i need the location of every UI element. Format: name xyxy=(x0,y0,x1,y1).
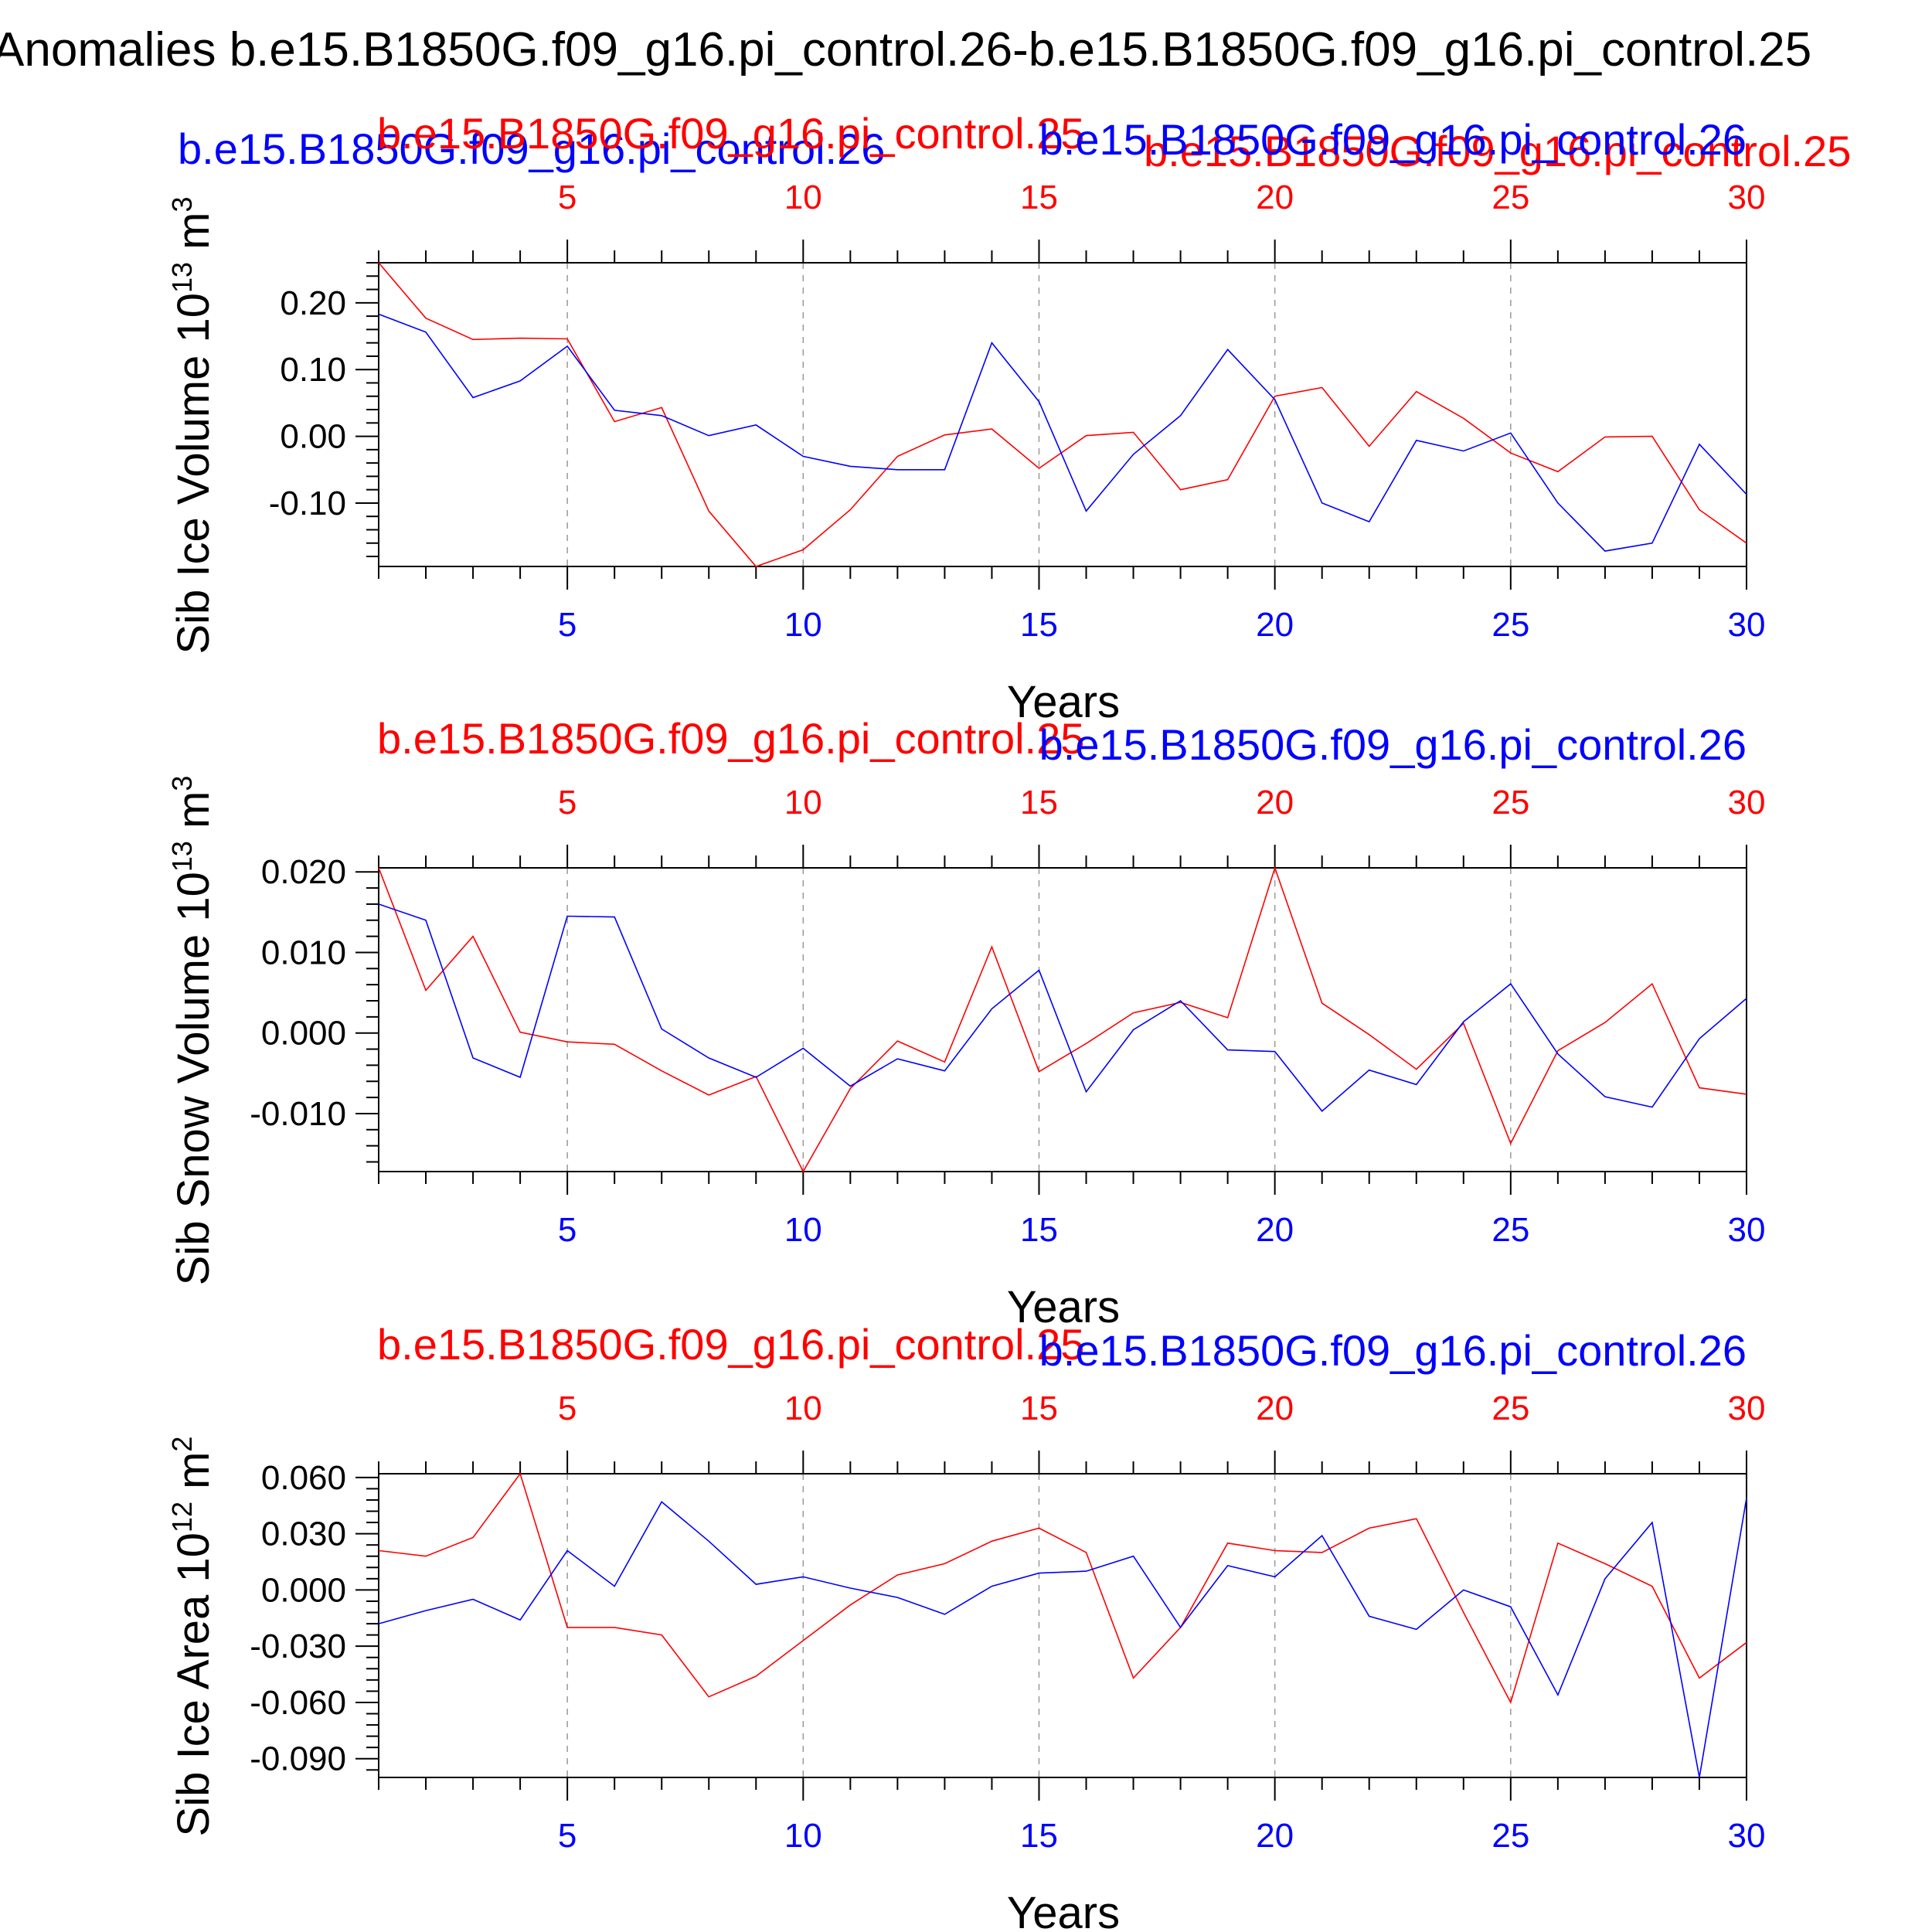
top-left-case-label-ice-volume: b.e15.B1850G.f09_g16.pi_control.25 xyxy=(377,109,1084,158)
xtick-label-bottom-ice-volume-20: 20 xyxy=(1256,606,1294,644)
yaxis-label-part-snow-volume-1: 13 xyxy=(166,841,198,872)
xtick-label-top-ice-area-5: 5 xyxy=(558,1389,577,1427)
yaxis-label-part-ice-volume-0: Sib Ice Volume 10 xyxy=(168,293,219,655)
xtick-label-top-ice-volume-25: 25 xyxy=(1492,179,1529,216)
yaxis-label-ice-volume: Sib Ice Volume 1013 m3 xyxy=(166,196,219,654)
series-line-ice-volume-control-26 xyxy=(378,313,1747,552)
series-line-ice-volume-control-25 xyxy=(378,262,1747,567)
xtick-label-bottom-ice-volume-5: 5 xyxy=(558,606,577,644)
xtick-label-bottom-ice-volume-30: 30 xyxy=(1728,606,1766,644)
xtick-label-top-ice-volume-15: 15 xyxy=(1020,179,1058,216)
xtick-label-top-snow-volume-15: 15 xyxy=(1020,784,1058,821)
xtick-label-bottom-ice-volume-25: 25 xyxy=(1492,606,1529,644)
xtick-label-top-snow-volume-20: 20 xyxy=(1256,784,1294,821)
ytick-label-snow-volume-2: 0.010 xyxy=(261,934,346,971)
xtick-label-top-ice-area-30: 30 xyxy=(1728,1389,1766,1427)
yaxis-label-part-snow-volume-2: m xyxy=(168,791,219,841)
xtick-label-bottom-ice-area-25: 25 xyxy=(1492,1817,1529,1855)
top-right-case-label-snow-volume: b.e15.B1850G.f09_g16.pi_control.26 xyxy=(1039,720,1747,769)
xtick-label-top-ice-area-25: 25 xyxy=(1492,1389,1529,1427)
xtick-label-bottom-ice-volume-10: 10 xyxy=(784,606,822,644)
top-left-case-label-ice-area: b.e15.B1850G.f09_g16.pi_control.25 xyxy=(377,1320,1084,1369)
xaxis-label-snow-volume: Years xyxy=(1007,1282,1120,1332)
yaxis-label-part-ice-volume-3: 3 xyxy=(166,196,198,212)
xtick-label-top-snow-volume-10: 10 xyxy=(784,784,822,821)
plot-frame-snow-volume xyxy=(378,867,1747,1172)
xtick-label-bottom-snow-volume-5: 5 xyxy=(558,1211,577,1249)
series-line-snow-volume-control-26 xyxy=(378,903,1747,1112)
series-line-ice-area-control-25 xyxy=(378,1472,1747,1705)
series-line-ice-area-control-26 xyxy=(378,1498,1747,1778)
xtick-label-top-ice-area-15: 15 xyxy=(1020,1389,1058,1427)
ytick-label-snow-volume-3: 0.020 xyxy=(261,853,346,891)
xtick-label-bottom-ice-area-20: 20 xyxy=(1256,1817,1294,1855)
xtick-label-top-ice-area-10: 10 xyxy=(784,1389,822,1427)
yaxis-label-part-ice-area-2: m xyxy=(168,1452,219,1502)
xtick-label-top-ice-volume-10: 10 xyxy=(784,179,822,216)
xtick-label-top-ice-volume-20: 20 xyxy=(1256,179,1294,216)
yaxis-label-part-snow-volume-0: Sib Snow Volume 10 xyxy=(168,872,219,1285)
xaxis-label-ice-volume: Years xyxy=(1007,677,1120,727)
chart-panels: -0.100.000.100.205510101515202025253030Y… xyxy=(166,109,1765,1932)
xtick-label-top-ice-volume-30: 30 xyxy=(1728,179,1766,216)
xtick-label-bottom-ice-area-5: 5 xyxy=(558,1817,577,1855)
xtick-label-top-ice-volume-5: 5 xyxy=(558,179,577,216)
top-right-case-label-ice-volume: b.e15.B1850G.f09_g16.pi_control.26 xyxy=(1039,115,1747,164)
ytick-label-ice-area-5: 0.060 xyxy=(261,1459,346,1497)
ytick-label-ice-area-1: -0.060 xyxy=(250,1684,346,1722)
ytick-label-ice-area-0: -0.090 xyxy=(250,1740,346,1778)
xtick-label-bottom-snow-volume-30: 30 xyxy=(1728,1211,1766,1249)
xtick-label-top-snow-volume-25: 25 xyxy=(1492,784,1529,821)
xtick-label-bottom-snow-volume-10: 10 xyxy=(784,1211,822,1249)
top-left-case-label-snow-volume: b.e15.B1850G.f09_g16.pi_control.25 xyxy=(377,714,1084,763)
top-right-red-case-label: b.e15.B1850G.f09_g16.pi_control.25 xyxy=(1144,127,1851,175)
xtick-label-bottom-snow-volume-25: 25 xyxy=(1492,1211,1529,1249)
xtick-label-top-snow-volume-5: 5 xyxy=(558,784,577,821)
yaxis-label-part-ice-volume-2: m xyxy=(168,213,219,262)
yaxis-label-part-ice-area-1: 12 xyxy=(166,1502,198,1532)
xtick-label-bottom-ice-area-15: 15 xyxy=(1020,1817,1058,1855)
ytick-label-ice-volume-1: 0.00 xyxy=(280,418,346,456)
yaxis-label-part-ice-area-3: 2 xyxy=(166,1437,198,1452)
top-right-case-label-ice-area: b.e15.B1850G.f09_g16.pi_control.26 xyxy=(1039,1326,1747,1375)
yaxis-label-part-ice-volume-1: 13 xyxy=(166,262,198,293)
yaxis-label-part-ice-area-0: Sib Ice Area 10 xyxy=(168,1532,219,1836)
plot-frame-ice-area xyxy=(378,1473,1747,1778)
xaxis-label-ice-area: Years xyxy=(1007,1888,1120,1932)
xtick-label-top-snow-volume-30: 30 xyxy=(1728,784,1766,821)
series-line-snow-volume-control-25 xyxy=(378,866,1747,1173)
xtick-label-top-ice-area-20: 20 xyxy=(1256,1389,1294,1427)
ytick-label-ice-area-3: 0.000 xyxy=(261,1571,346,1609)
ytick-label-ice-area-2: -0.030 xyxy=(250,1628,346,1665)
ytick-label-ice-volume-2: 0.10 xyxy=(280,351,346,389)
ytick-label-ice-area-4: 0.030 xyxy=(261,1515,346,1553)
xtick-label-bottom-ice-area-30: 30 xyxy=(1728,1817,1766,1855)
panel-snow-volume: -0.010 0.000 0.010 0.020 5 5 10 10 15 15 20 20 25 25 3… xyxy=(166,714,1765,1332)
xtick-label-bottom-snow-volume-15: 15 xyxy=(1020,1211,1058,1249)
ytick-label-ice-volume-3: 0.20 xyxy=(280,284,346,322)
yaxis-label-part-snow-volume-3: 3 xyxy=(166,776,198,791)
yaxis-label-snow-volume: Sib Snow Volume 1013 m3 xyxy=(166,776,219,1286)
ytick-label-snow-volume-1: 0.000 xyxy=(261,1015,346,1053)
yaxis-label-ice-area: Sib Ice Area 1012 m2 xyxy=(166,1437,219,1837)
panel-ice-volume: -0.10 0.00 0.10 0.20 5 5 10 10 15 15 20 20 25 25 30 30 Y… xyxy=(166,109,1765,727)
main-title: Anomalies b.e15.B1850G.f09_g16.pi_contro… xyxy=(0,23,1811,77)
panel-ice-area: -0.090 -0.060 -0.030 0.000 0.030 0.060 5 5 10 10 1… xyxy=(166,1320,1765,1932)
top-left-blue-case-label: b.e15.B1850G.f09_g16.pi_control.26 xyxy=(178,124,885,173)
xtick-label-bottom-ice-area-10: 10 xyxy=(784,1817,822,1855)
xtick-label-bottom-ice-volume-15: 15 xyxy=(1020,606,1058,644)
plot-frame-ice-volume xyxy=(378,262,1747,567)
xtick-label-bottom-snow-volume-20: 20 xyxy=(1256,1211,1294,1249)
ytick-label-snow-volume-0: -0.010 xyxy=(250,1095,346,1133)
ytick-label-ice-volume-0: -0.10 xyxy=(269,485,346,522)
